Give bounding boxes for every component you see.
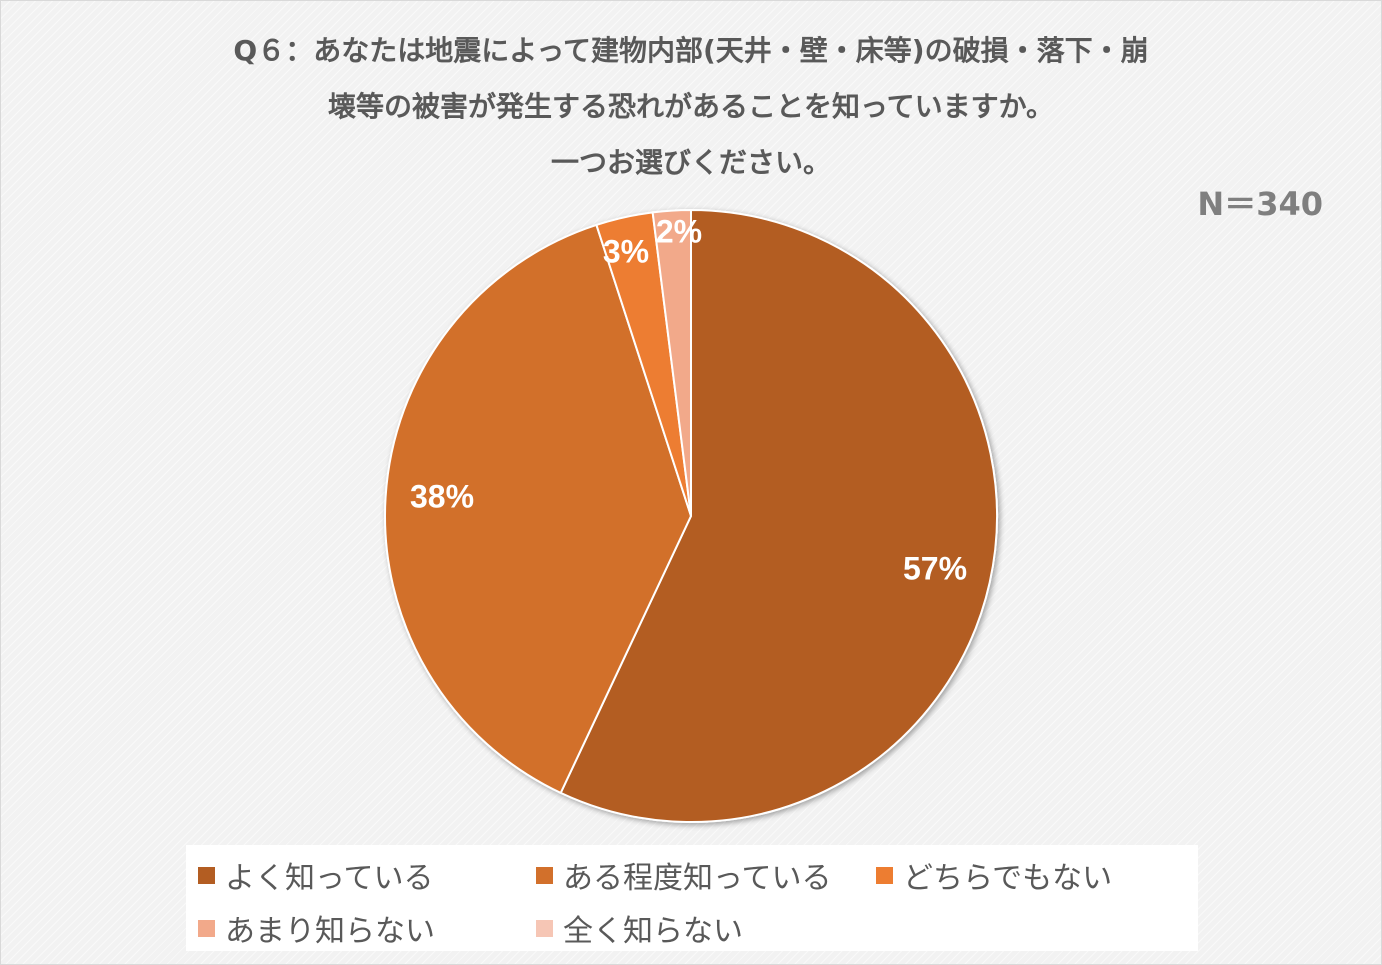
pie-slice-1 <box>384 223 693 795</box>
legend-item-3: あまり知らない <box>198 906 435 950</box>
legend-item-2: どちらでもない <box>876 853 1112 897</box>
legend-swatch-2 <box>876 866 893 884</box>
chart-legend: よく知っている ある程度知っている どちらでもない あまり知らない 全く知らない <box>186 845 1198 951</box>
legend-label-1: ある程度知っている <box>563 861 832 896</box>
legend-swatch-1 <box>536 866 553 884</box>
sample-size-label: N＝340 <box>1197 185 1323 223</box>
legend-label-4: 全く知らない <box>563 914 743 949</box>
data-label-2: 3% <box>603 233 649 269</box>
title-line-2: 壊等の被害が発生する恐れがあることを知っていますか。 <box>327 90 1055 123</box>
legend-item-0: よく知っている <box>198 853 434 897</box>
data-label-0: 57% <box>903 550 967 586</box>
data-label-1: 38% <box>410 478 474 514</box>
pie-slice-0 <box>559 208 998 823</box>
legend-item-4: 全く知らない <box>536 906 743 950</box>
legend-swatch-3 <box>198 919 215 937</box>
title-line-3: 一つお選びください。 <box>550 146 831 179</box>
data-label-3: 2% <box>656 213 702 249</box>
legend-swatch-0 <box>198 866 215 884</box>
chart-title: Q６：あなたは地震によって建物内部(天井・壁・床等)の破損・落下・崩 壊等の被害… <box>91 23 1291 191</box>
title-line-1: Q６：あなたは地震によって建物内部(天井・壁・床等)の破損・落下・崩 <box>233 34 1149 67</box>
legend-label-2: どちらでもない <box>903 861 1113 896</box>
legend-swatch-4 <box>536 919 553 937</box>
legend-label-3: あまり知らない <box>225 914 435 949</box>
legend-label-0: よく知っている <box>225 861 434 896</box>
legend-item-1: ある程度知っている <box>536 853 832 897</box>
pie-slice-3 <box>651 208 692 517</box>
